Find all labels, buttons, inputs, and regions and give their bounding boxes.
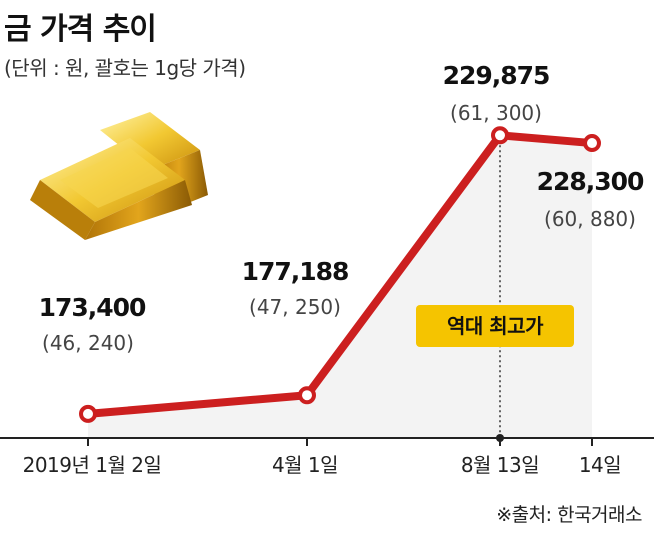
record-axis-dot	[496, 434, 504, 442]
series-line	[84, 131, 596, 418]
x-tick-label: 8월 13일	[461, 453, 539, 477]
source-note: ※출처: 한국거래소	[496, 504, 642, 526]
area-fill	[88, 135, 592, 439]
per-gram-label: (61, 300)	[450, 101, 542, 125]
data-point	[79, 404, 97, 423]
data-point	[298, 386, 316, 405]
per-gram-label: (47, 250)	[249, 295, 341, 319]
value-label: 177,188	[242, 257, 349, 286]
chart-subtitle: (단위 : 원, 괄호는 1g당 가격)	[4, 56, 246, 80]
record-high-badge: 역대 최고가	[416, 305, 574, 347]
value-label: 228,300	[537, 167, 644, 196]
chart-title: 금 가격 추이	[4, 12, 157, 47]
value-label: 229,875	[443, 61, 550, 90]
data-point	[491, 126, 509, 145]
x-tick-label: 14일	[579, 453, 621, 477]
per-gram-label: (46, 240)	[42, 331, 134, 355]
value-label: 173,400	[39, 293, 146, 322]
x-tick-label: 2019년 1월 2일	[23, 453, 162, 477]
gold-bars-icon	[30, 112, 208, 240]
data-point	[583, 134, 601, 153]
record-high-label: 역대 최고가	[447, 314, 544, 338]
per-gram-label: (60, 880)	[544, 207, 636, 231]
x-tick-label: 4월 1일	[272, 453, 338, 477]
